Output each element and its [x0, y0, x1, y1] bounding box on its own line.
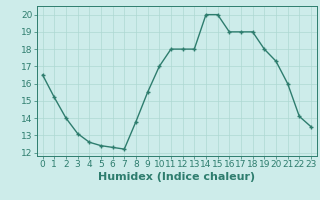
X-axis label: Humidex (Indice chaleur): Humidex (Indice chaleur)	[98, 172, 255, 182]
